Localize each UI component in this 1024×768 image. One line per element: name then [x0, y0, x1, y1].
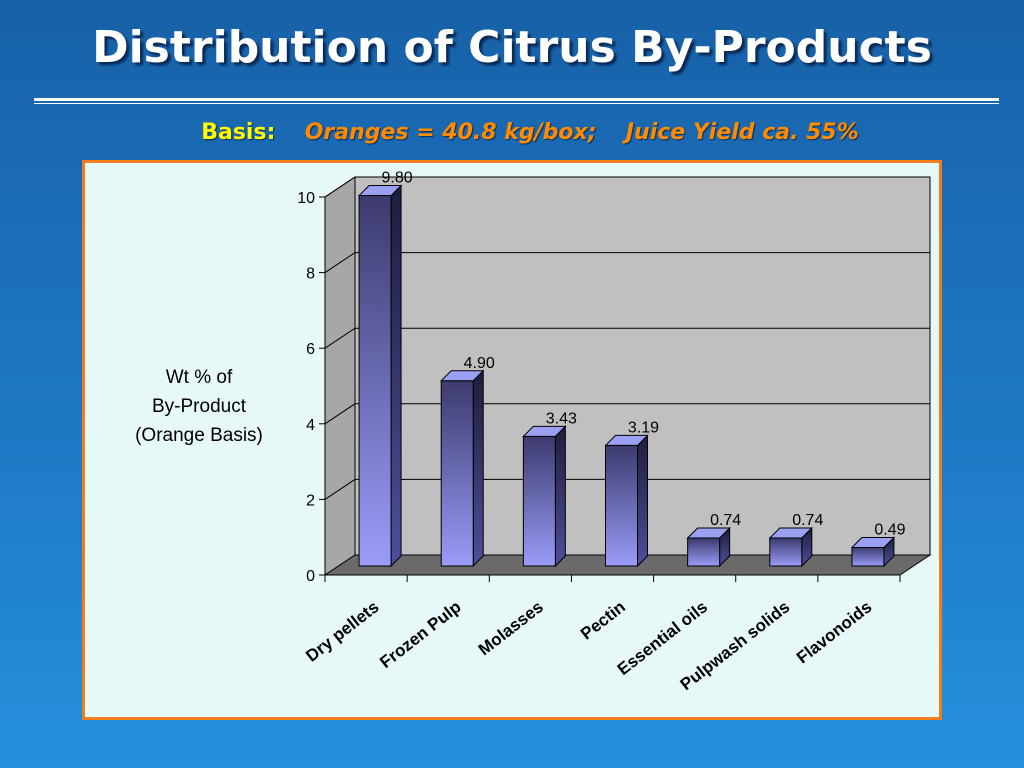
category-label: Pectin — [577, 597, 629, 643]
juice-yield-text: Juice Yield ca. 55% — [625, 120, 859, 145]
data-label: 4.90 — [464, 355, 495, 372]
oranges-basis-text: Oranges = 40.8 kg/box; — [304, 120, 597, 145]
bar-top — [604, 434, 649, 446]
y-tick-label: 8 — [306, 266, 315, 283]
bar — [769, 537, 803, 567]
bar-side — [472, 369, 484, 568]
y-axis-label: Wt % of By-Product (Orange Basis) — [109, 363, 289, 450]
bar — [358, 195, 392, 567]
grid-line — [324, 176, 930, 198]
data-label: 9.80 — [382, 170, 413, 187]
category-label: Molasses — [475, 597, 547, 659]
page-title: Distribution of Citrus By-Products — [92, 22, 932, 73]
grid-line — [324, 403, 930, 425]
bar-side — [390, 184, 402, 568]
grid-line — [324, 327, 930, 349]
category-label: Frozen Pulp — [376, 597, 464, 672]
bar-top — [850, 536, 896, 548]
bar — [851, 546, 885, 567]
y-tick-label: 6 — [306, 341, 315, 358]
bar-top — [357, 185, 403, 197]
bar-top — [522, 425, 567, 437]
grid-line — [324, 252, 930, 274]
category-label: Flavonoids — [793, 597, 875, 667]
bar-top — [768, 527, 813, 539]
bar-side — [554, 425, 566, 568]
bar — [687, 537, 721, 567]
y-axis-label-line: By-Product — [152, 396, 246, 417]
data-label: 3.19 — [628, 419, 659, 436]
y-axis-label-line: Wt % of — [165, 367, 233, 388]
y-tick-label: 2 — [306, 492, 315, 509]
data-label: 0.74 — [710, 512, 741, 529]
data-label: 0.49 — [874, 521, 905, 538]
bar — [605, 444, 638, 567]
bar-top — [686, 527, 731, 539]
y-tick-label: 10 — [297, 190, 315, 207]
bar-side — [637, 434, 648, 568]
data-label: 0.74 — [792, 512, 823, 529]
plot-side-wall — [324, 176, 356, 576]
y-tick-label: 0 — [306, 568, 315, 585]
title-divider — [34, 98, 999, 104]
bar-top — [440, 370, 485, 382]
y-axis-label-line: (Orange Basis) — [135, 425, 263, 446]
bar — [440, 380, 474, 567]
subtitle: Basis: Oranges = 40.8 kg/box; Juice Yiel… — [0, 120, 1024, 145]
y-tick-label: 4 — [306, 417, 315, 434]
category-label: Dry pellets — [302, 597, 382, 665]
chart-panel: Wt % of By-Product (Orange Basis) 0 2 4 6 8 1… — [82, 160, 942, 720]
grid-line — [324, 478, 930, 500]
bar — [522, 435, 556, 567]
bar-chart: 0 2 4 6 8 10 9.80 Dry pellets 4.90 Frozen Pulp 3.4… — [297, 170, 932, 694]
data-label: 3.43 — [546, 410, 577, 427]
basis-label: Basis: — [201, 120, 276, 145]
